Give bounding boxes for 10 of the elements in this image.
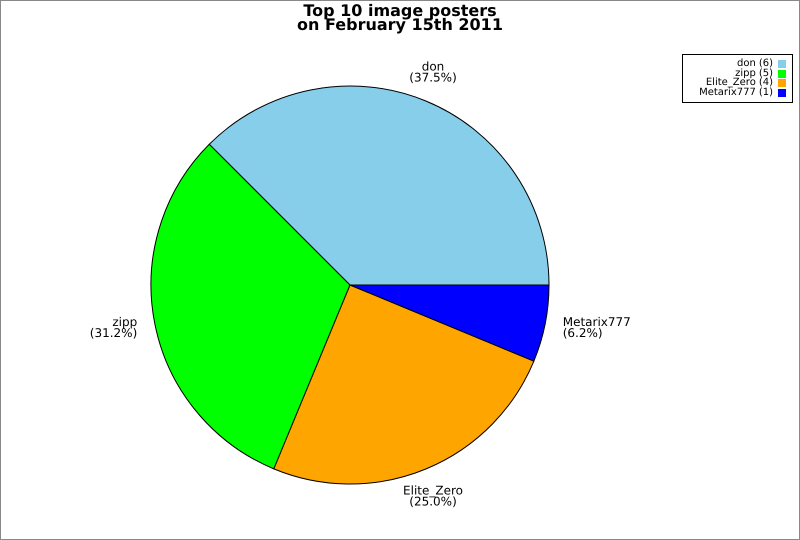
legend-label: zipp: [735, 68, 756, 79]
text: (1): [758, 87, 773, 98]
text: (6): [758, 58, 773, 69]
chart-title: Top 10 image posters on February 15th 2011: [296, 1, 504, 34]
legend-label: don: [737, 58, 756, 69]
legend-label: Elite_Zero: [706, 77, 756, 88]
legend-label: Metarix777: [699, 87, 756, 98]
text: (5): [758, 68, 773, 79]
slice-label: zipp: [112, 314, 138, 329]
text: (4): [758, 77, 773, 88]
